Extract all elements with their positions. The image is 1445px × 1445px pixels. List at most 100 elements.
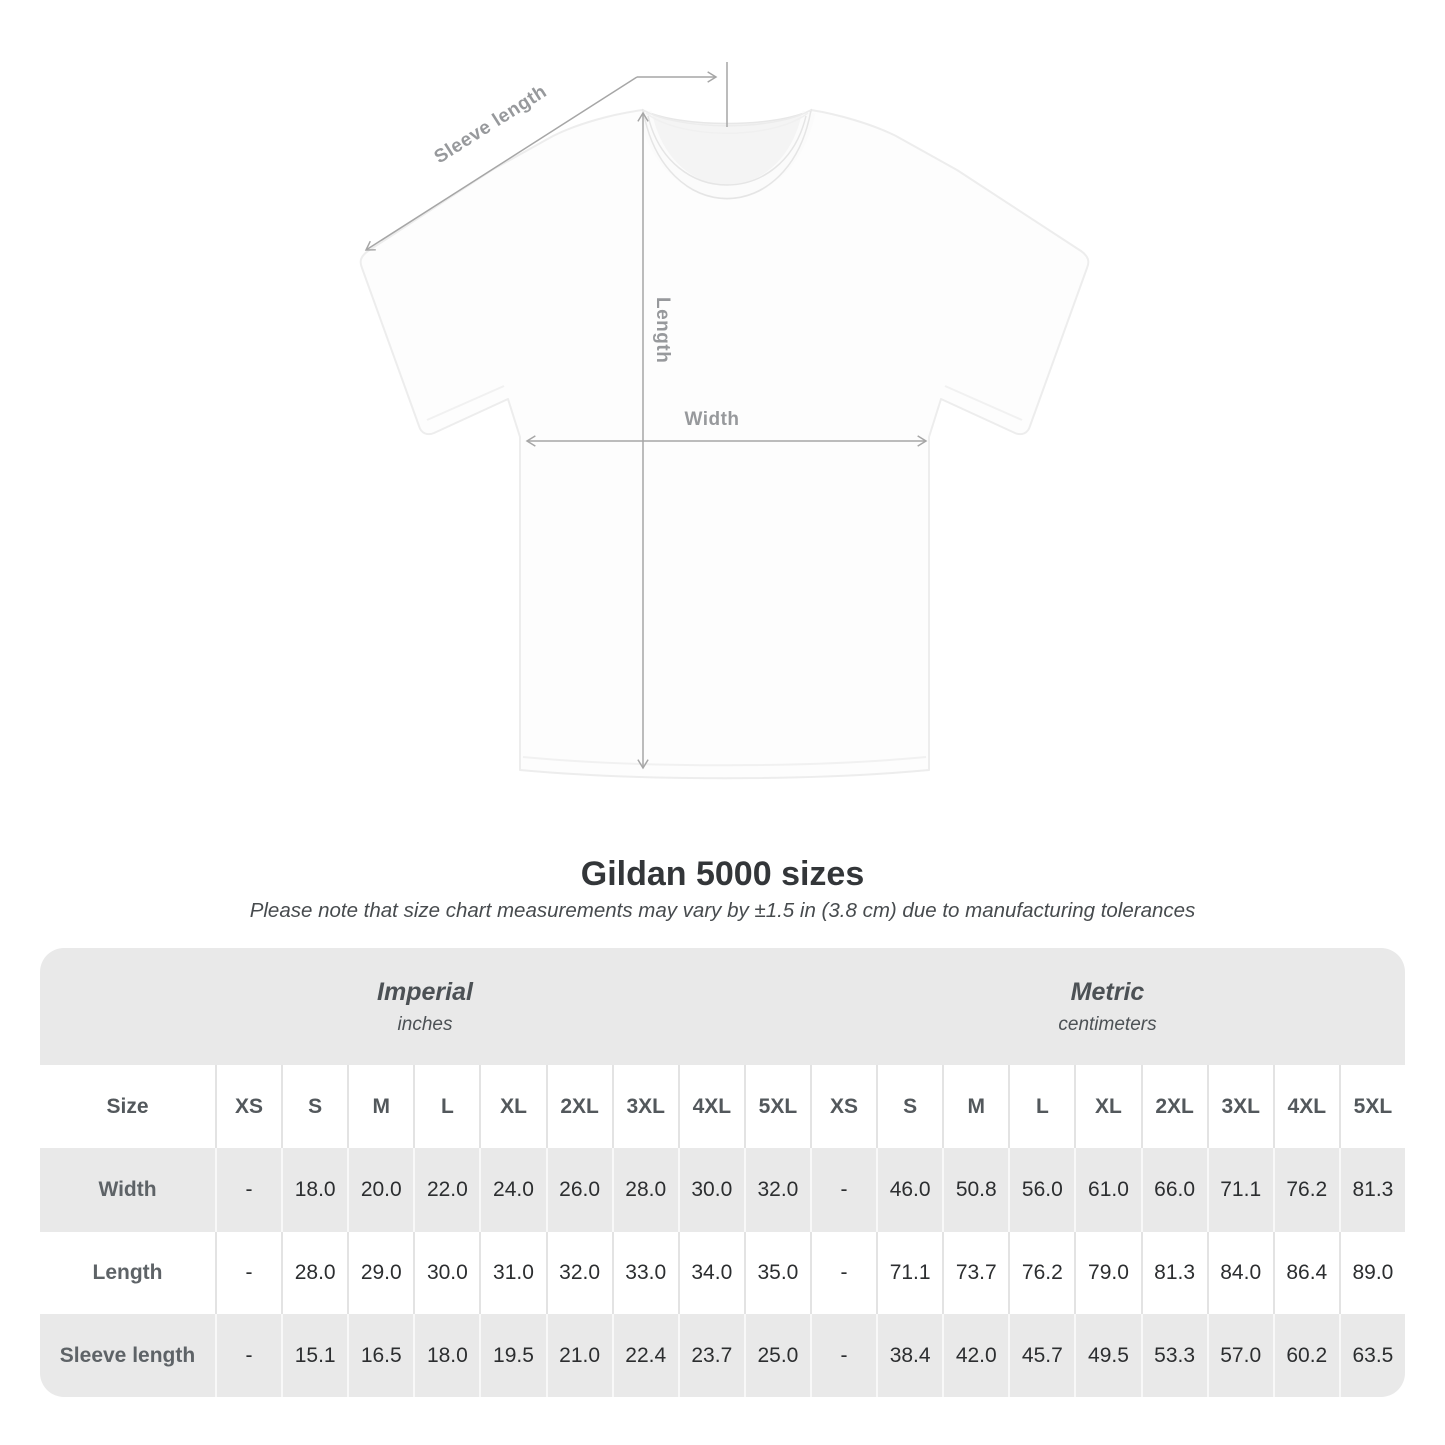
measurement-cell: 61.0: [1074, 1148, 1141, 1232]
metric-group-label: Metric: [1070, 977, 1145, 1006]
imperial-group-unit: inches: [397, 1013, 453, 1035]
measurement-cell: 42.0: [942, 1314, 1009, 1397]
measurement-cell: 71.1: [876, 1232, 943, 1314]
size-col-header: L: [413, 1065, 480, 1148]
measurement-cell: 84.0: [1206, 1232, 1273, 1314]
tshirt-hem-seam: [522, 756, 927, 767]
measurement-cell: 21.0: [545, 1314, 612, 1397]
size-col-header: 5XL: [743, 1065, 810, 1148]
tshirt-collar-seam-inner: [647, 115, 807, 186]
size-col-header: M: [347, 1065, 414, 1148]
size-header: Size: [40, 1065, 215, 1148]
measurement-cell: 66.0: [1140, 1148, 1207, 1232]
row-label: Width: [40, 1148, 215, 1232]
size-col-header: 4XL: [677, 1065, 744, 1148]
size-col-header: XL: [479, 1065, 546, 1148]
measurement-cell: 81.3: [1140, 1232, 1207, 1314]
size-col-header: 3XL: [611, 1065, 678, 1148]
imperial-group-header: Imperial inches: [40, 948, 810, 1065]
measurement-cell: -: [215, 1232, 282, 1314]
measurement-cell: 29.0: [347, 1232, 414, 1314]
measurement-cell: 30.0: [413, 1232, 480, 1314]
measurement-cell: 34.0: [677, 1232, 744, 1314]
size-col-header: XS: [809, 1065, 877, 1148]
measurement-cell: 19.5: [479, 1314, 546, 1397]
measurement-cell: 28.0: [611, 1148, 678, 1232]
measurement-cell: 56.0: [1008, 1148, 1075, 1232]
measurement-cell: -: [809, 1314, 877, 1397]
tshirt-back-collar-seam: [645, 112, 809, 134]
metric-group-header: Metric centimeters: [809, 948, 1405, 1065]
table-row-length: Length - 28.0 29.0 30.0 31.0 32.0 33.0 3…: [40, 1232, 1405, 1314]
tshirt-left-cuff-seam: [426, 385, 505, 421]
measurement-cell: 25.0: [743, 1314, 810, 1397]
tshirt-collar-seam-outer: [642, 109, 812, 200]
tshirt-right-cuff-seam: [944, 385, 1023, 421]
measurement-cell: -: [215, 1314, 282, 1397]
measurement-cell: 28.0: [281, 1232, 348, 1314]
measurement-cell: 89.0: [1338, 1232, 1405, 1314]
measurement-cell: 53.3: [1140, 1314, 1207, 1397]
measurement-cell: 30.0: [677, 1148, 744, 1232]
size-col-header: S: [281, 1065, 348, 1148]
measurement-cell: 73.7: [942, 1232, 1009, 1314]
sleeve-length-arrow: [364, 76, 638, 251]
measurement-cell: 50.8: [942, 1148, 1009, 1232]
measurement-cell: 49.5: [1074, 1314, 1141, 1397]
page-title: Gildan 5000 sizes: [580, 855, 865, 893]
metric-group-unit: centimeters: [1058, 1013, 1157, 1035]
tshirt-illustration: [359, 62, 1090, 780]
measurement-cell: 20.0: [347, 1148, 414, 1232]
length-label: Length: [652, 297, 673, 364]
size-col-header: 2XL: [1140, 1065, 1207, 1148]
measurement-cell: 38.4: [876, 1314, 943, 1397]
unit-group-header-row: Imperial inches Metric centimeters: [40, 948, 1405, 1065]
table-row-width: Width - 18.0 20.0 22.0 24.0 26.0 28.0 30…: [40, 1148, 1405, 1232]
measurement-cell: 15.1: [281, 1314, 348, 1397]
measurement-cell: 45.7: [1008, 1314, 1075, 1397]
measurement-cell: -: [809, 1148, 877, 1232]
size-col-header: M: [942, 1065, 1009, 1148]
measurement-cell: 32.0: [743, 1148, 810, 1232]
measurement-cell: 35.0: [743, 1232, 810, 1314]
table-row-sleeve-length: Sleeve length - 15.1 16.5 18.0 19.5 21.0…: [40, 1314, 1405, 1397]
size-col-header: 5XL: [1338, 1065, 1405, 1148]
measurement-cell: 31.0: [479, 1232, 546, 1314]
tshirt-body: [359, 109, 1090, 780]
measurement-cell: 23.7: [677, 1314, 744, 1397]
measurement-cell: -: [215, 1148, 282, 1232]
size-col-header: L: [1008, 1065, 1075, 1148]
tshirt-collar-band: [638, 110, 816, 198]
measurement-cell: 57.0: [1206, 1314, 1273, 1397]
width-label: Width: [684, 409, 740, 430]
measurement-cell: 18.0: [413, 1314, 480, 1397]
row-label: Length: [40, 1232, 215, 1314]
row-label: Sleeve length: [40, 1314, 215, 1397]
tolerance-note: Please note that size chart measurements…: [249, 899, 1196, 922]
size-col-header: 4XL: [1272, 1065, 1339, 1148]
size-table: Imperial inches Metric centimeters Size …: [40, 948, 1405, 1397]
imperial-group-label: Imperial: [377, 977, 473, 1006]
tshirt-measurement-diagram: Sleeve length Length Width: [359, 62, 1090, 780]
size-col-header: 2XL: [545, 1065, 612, 1148]
size-col-header: XL: [1074, 1065, 1141, 1148]
measurement-cell: 46.0: [876, 1148, 943, 1232]
size-header-row: Size XS S M L XL 2XL 3XL 4XL 5XL XS S M …: [40, 1065, 1405, 1148]
measurement-cell: 60.2: [1272, 1314, 1339, 1397]
measurement-cell: 24.0: [479, 1148, 546, 1232]
size-col-header: 3XL: [1206, 1065, 1273, 1148]
measurement-cell: 22.0: [413, 1148, 480, 1232]
measurement-cell: 33.0: [611, 1232, 678, 1314]
measurement-cell: 32.0: [545, 1232, 612, 1314]
measurement-cell: 79.0: [1074, 1232, 1141, 1314]
measurement-cell: -: [809, 1232, 877, 1314]
measurement-cell: 81.3: [1338, 1148, 1405, 1232]
measurement-cell: 86.4: [1272, 1232, 1339, 1314]
size-col-header: S: [876, 1065, 943, 1148]
measurement-cell: 71.1: [1206, 1148, 1273, 1232]
measurement-cell: 18.0: [281, 1148, 348, 1232]
measurement-cell: 26.0: [545, 1148, 612, 1232]
measurement-cell: 16.5: [347, 1314, 414, 1397]
measurement-cell: 22.4: [611, 1314, 678, 1397]
